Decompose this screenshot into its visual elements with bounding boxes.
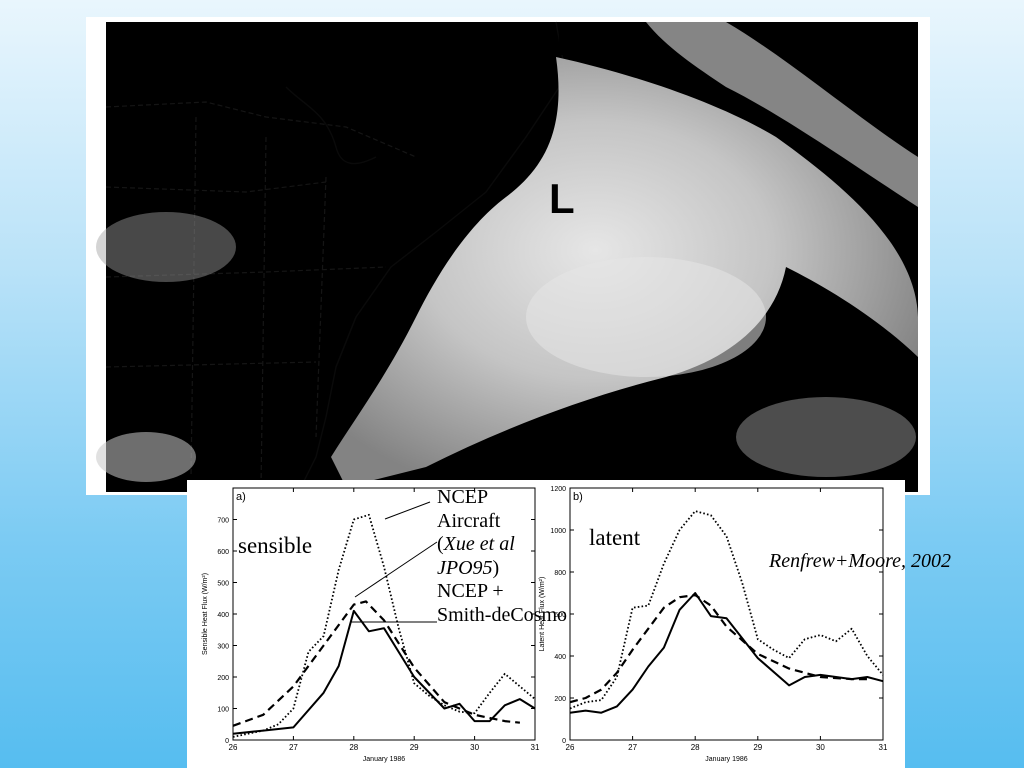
series-line-dotted (232, 513, 536, 738)
x-axis-label: January 1986 (705, 756, 748, 763)
low-pressure-marker: L (549, 175, 575, 222)
satellite-borders (105, 101, 417, 488)
satellite-cloud-speckle (736, 397, 916, 477)
series-line-solid (569, 592, 884, 714)
legend-ncep: NCEP (437, 486, 489, 508)
legend-smith: Smith-deCosmo (437, 603, 568, 626)
ref-close: ) (492, 556, 500, 579)
y-tick-label: 200 (554, 696, 566, 703)
satellite-coastline (285, 21, 567, 488)
x-tick-label: 29 (753, 743, 762, 752)
series-line-dashed (232, 600, 521, 727)
y-tick-label: 600 (217, 549, 229, 556)
panel-label: a) (236, 491, 246, 503)
sensible-label: sensible (238, 533, 313, 558)
y-tick-label: 800 (554, 570, 566, 577)
panel-label: b) (573, 491, 583, 503)
y-tick-label: 200 (217, 675, 229, 682)
x-tick-label: 30 (470, 743, 479, 752)
satellite-image: L L (86, 17, 930, 495)
legend: NCEP Aircraft (Xue et al JPO95) NCEP + S… (437, 486, 567, 627)
y-axis-label: Sensible Heat Flux (W/m²) (202, 573, 209, 655)
y-tick-label: 100 (217, 707, 229, 714)
sensible-heat-chart: 26 27 28 29 30 31 0 100 200 300 400 500 600 700 Januar… (202, 487, 540, 763)
y-tick-label: 0 (562, 738, 566, 745)
y-tick-label: 500 (217, 581, 229, 588)
satellite-cloud-streak (646, 22, 918, 207)
x-tick-label: 31 (879, 743, 888, 752)
flux-charts-panel: 26 27 28 29 30 31 0 100 200 300 400 500 600 700 Januar… (187, 480, 905, 768)
ref-author: Xue et al (443, 533, 515, 555)
ref-open: ( (437, 533, 444, 555)
ref-journal: JPO95 (437, 556, 493, 579)
satellite-cloud-speckle (526, 257, 766, 377)
latent-heat-chart: 26 27 28 29 30 31 0 200 400 600 800 1000 1200 January… (539, 486, 888, 763)
x-tick-label: 29 (410, 743, 419, 752)
callout-aircraft (354, 541, 438, 598)
y-tick-label: 1200 (550, 486, 566, 493)
legend-callouts (350, 501, 438, 623)
series-line-dotted (569, 510, 884, 710)
latent-label: latent (589, 525, 641, 550)
y-tick-label: 0 (225, 738, 229, 745)
x-tick-label: 28 (349, 743, 358, 752)
legend-aircraft: Aircraft (437, 509, 501, 532)
satellite-land (106, 22, 566, 487)
x-tick-label: 27 (289, 743, 298, 752)
x-tick-label: 27 (628, 743, 637, 752)
x-tick-label: 26 (229, 743, 238, 752)
y-tick-label: 700 (217, 518, 229, 525)
legend-ncep-plus: NCEP + (437, 580, 504, 602)
citation: Renfrew+Moore, 2002 (769, 550, 951, 572)
legend-reference: (Xue et al (437, 533, 567, 557)
x-tick-label: 26 (566, 743, 575, 752)
y-tick-label: 400 (554, 654, 566, 661)
y-tick-label: 300 (217, 644, 229, 651)
y-tick-label: 1000 (550, 528, 566, 535)
callout-ncep (384, 501, 431, 520)
y-axis-label: Latent Heat Flux (W/m²) (539, 577, 546, 652)
y-tick-label: 400 (217, 612, 229, 619)
x-tick-label: 31 (531, 743, 540, 752)
satellite-land-haze (96, 432, 196, 482)
legend-journal: JPO95) (437, 557, 567, 581)
y-tick-label: 600 (554, 612, 566, 619)
low-pressure-marker: L (556, 17, 582, 64)
x-axis-label: January 1986 (363, 756, 406, 763)
satellite-land-haze (96, 212, 236, 282)
satellite-space (626, 22, 918, 97)
x-tick-label: 28 (691, 743, 700, 752)
series-line-solid (232, 609, 536, 735)
x-tick-label: 30 (816, 743, 825, 752)
series-line-dashed (569, 593, 871, 704)
